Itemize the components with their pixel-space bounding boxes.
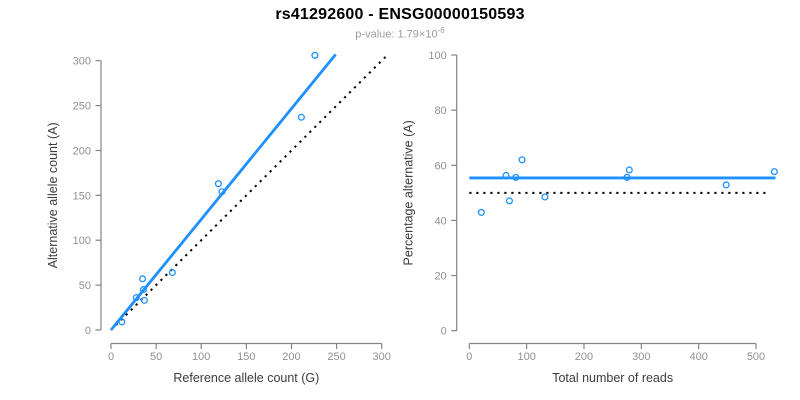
y-tick-label: 250 <box>73 101 91 113</box>
x-tick-label: 150 <box>237 351 255 363</box>
reference-line <box>110 54 388 331</box>
x-tick-label: 300 <box>632 351 650 363</box>
data-point <box>625 166 633 174</box>
data-point <box>297 113 305 121</box>
data-point <box>505 197 513 205</box>
y-tick-label: 100 <box>73 235 91 247</box>
y-tick-label: 0 <box>85 325 91 337</box>
x-axis-label: Reference allele count (G) <box>173 371 319 385</box>
y-tick-label: 200 <box>73 145 91 157</box>
x-tick-label: 100 <box>517 351 535 363</box>
y-tick-label: 50 <box>79 280 91 292</box>
data-point <box>139 286 148 294</box>
plot-allele-counts: 0 50 100 150 200 250 300 0 50 100 150 200 250 300 Refe… <box>46 51 391 385</box>
y-tick-label: 20 <box>434 271 446 283</box>
data-point <box>722 181 730 189</box>
data-point <box>168 268 176 277</box>
x-tick-label: 200 <box>282 351 300 363</box>
data-point <box>218 188 226 196</box>
y-tick-label: 0 <box>441 326 447 338</box>
y-axis-label: Alternative allele count (A) <box>46 122 60 268</box>
y-tick-label: 60 <box>434 160 446 172</box>
data-point <box>139 275 147 283</box>
y-axis-label: Percentage alternative (A) <box>402 120 416 265</box>
y-tick-label: 100 <box>428 50 446 62</box>
p-value-text: p-value: 1.79×10 <box>355 28 438 41</box>
data-point <box>770 168 778 176</box>
x-tick-label: 300 <box>373 351 391 363</box>
x-tick-label: 200 <box>575 351 593 363</box>
p-value-exponent: -6 <box>437 26 445 35</box>
figure-title: rs41292600 - ENSG00000150593 <box>275 6 525 23</box>
y-tick-label: 300 <box>73 56 91 68</box>
data-point <box>518 156 526 164</box>
data-point <box>541 193 549 201</box>
y-tick-label: 80 <box>434 105 446 117</box>
data-point <box>140 296 148 304</box>
data-point <box>477 208 485 216</box>
data-point <box>502 171 510 180</box>
x-tick-label: 0 <box>108 351 114 363</box>
x-tick-label: 100 <box>192 351 210 363</box>
x-tick-label: 400 <box>689 351 707 363</box>
data-point <box>512 173 520 181</box>
data-point <box>118 318 126 326</box>
data-point <box>311 51 319 59</box>
x-axis-label: Total number of reads <box>552 371 673 385</box>
x-tick-label: 50 <box>150 351 162 363</box>
y-tick-label: 150 <box>73 190 91 202</box>
data-point <box>214 180 222 188</box>
plot-percentage-alternative: 0 20 40 60 80 100 0 100 200 300 400 500 Total number… <box>402 50 778 385</box>
data-point <box>623 173 631 181</box>
data-point <box>132 294 140 302</box>
p-value-subtitle: p-value: 1.79×10-6 <box>0 26 800 41</box>
x-tick-label: 0 <box>466 351 472 363</box>
x-tick-label: 500 <box>747 351 765 363</box>
y-tick-label: 40 <box>434 215 446 227</box>
fit-line <box>109 53 337 331</box>
x-tick-label: 250 <box>327 351 345 363</box>
